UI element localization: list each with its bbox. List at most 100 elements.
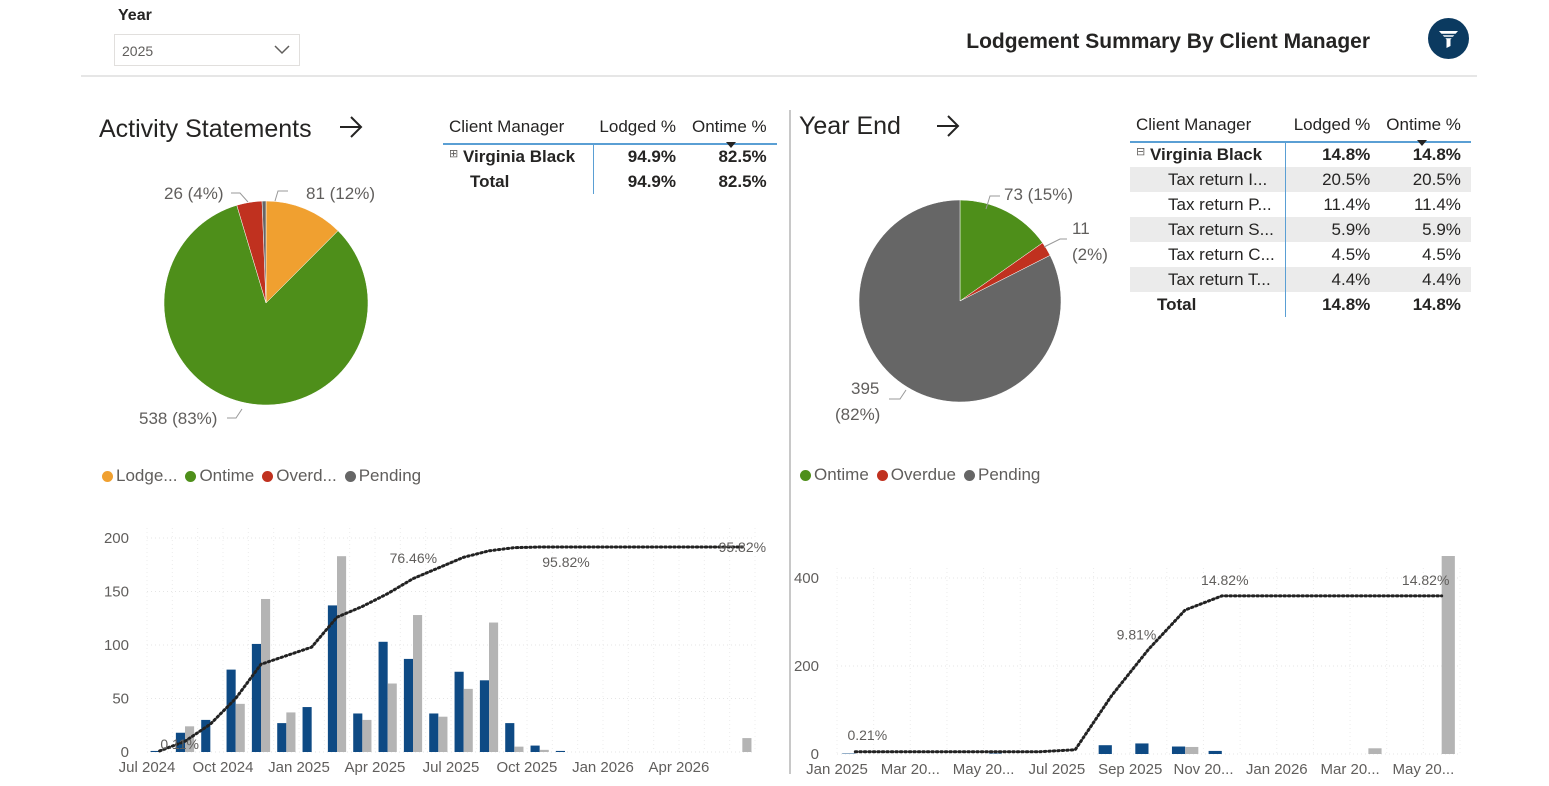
legend-item-pending[interactable]: Pending — [964, 465, 1040, 485]
bar-series-2[interactable] — [235, 703, 245, 752]
bar-series-2[interactable] — [463, 688, 473, 752]
table-row[interactable]: Tax return P... 11.4% 11.4% — [1130, 192, 1471, 217]
legend-item-ontime[interactable]: Ontime — [185, 466, 254, 486]
bar-series-1[interactable] — [277, 723, 287, 752]
bar-series-1[interactable] — [403, 658, 413, 752]
bar-series-1[interactable] — [479, 680, 489, 752]
bar-series-1[interactable] — [454, 671, 464, 752]
column-header-lodged[interactable]: Lodged % — [1293, 115, 1371, 134]
section-divider — [789, 110, 791, 774]
y-tick-label: 50 — [112, 691, 129, 708]
activity-drillthrough-arrow-icon[interactable] — [338, 115, 364, 139]
legend-item-ontime[interactable]: Ontime — [800, 465, 869, 485]
table-row[interactable]: ⊟ Virginia Black 14.8% 14.8% — [1130, 142, 1471, 167]
collapse-icon[interactable]: ⊟ — [1136, 146, 1146, 158]
leader-line — [227, 408, 243, 419]
bar-series-1[interactable] — [327, 605, 337, 752]
bar-series-1[interactable] — [201, 719, 211, 752]
line-data-label: 9.81% — [1117, 626, 1157, 642]
sort-descending-icon — [1416, 140, 1427, 146]
legend-item-lodged[interactable]: Lodge... — [102, 466, 177, 486]
bar-series-2[interactable] — [337, 556, 347, 752]
line-data-label: 95.82% — [719, 539, 766, 555]
year-dropdown[interactable]: 2025 — [114, 34, 300, 66]
bar-series-1[interactable] — [251, 643, 261, 752]
bar-series-2[interactable] — [261, 598, 271, 752]
filter-button[interactable] — [1428, 18, 1469, 59]
column-header-lodged[interactable]: Lodged % — [599, 117, 676, 136]
pie-slice-pending[interactable] — [858, 199, 1062, 403]
bar-series-2[interactable] — [514, 746, 524, 752]
x-tick-label: May 20... — [1393, 761, 1455, 778]
bar-series-1[interactable] — [1098, 745, 1112, 754]
bar-series-2[interactable] — [1441, 556, 1455, 754]
total-label: Total — [443, 169, 594, 194]
table-row[interactable]: ⊞ Virginia Black 94.9% 82.5% — [443, 144, 777, 169]
bar-series-2[interactable] — [742, 738, 752, 752]
bar-series-2[interactable] — [413, 615, 423, 752]
bar-series-1[interactable] — [353, 713, 363, 752]
x-tick-label: Jan 2025 — [268, 759, 330, 776]
bar-series-2[interactable] — [1185, 746, 1199, 754]
bar-series-1[interactable] — [378, 641, 388, 752]
bar-series-1[interactable] — [1171, 746, 1186, 754]
legend-dot — [262, 470, 274, 482]
activity-legend: Lodge... Ontime Overd... Pending — [102, 466, 421, 486]
bar-series-2[interactable] — [539, 749, 549, 752]
bar-series-2[interactable] — [286, 712, 296, 752]
legend-item-overdue[interactable]: Overdue — [876, 465, 956, 485]
table-row[interactable]: Tax return C... 4.5% 4.5% — [1130, 242, 1471, 267]
column-header-client-manager[interactable]: Client Manager — [449, 117, 565, 136]
x-tick-label: Jan 2026 — [572, 759, 634, 776]
activity-statements-title: Activity Statements — [99, 115, 312, 143]
x-tick-label: May 20... — [953, 761, 1015, 778]
cumulative-line[interactable] — [158, 545, 744, 753]
bar-series-1[interactable] — [505, 723, 515, 752]
table-row[interactable]: Tax return I... 20.5% 20.5% — [1130, 167, 1471, 192]
pie-slice-pending[interactable] — [261, 200, 267, 304]
column-header-ontime[interactable]: Ontime % — [686, 117, 777, 148]
bar-series-1[interactable] — [429, 713, 439, 752]
bar-series-1[interactable] — [226, 669, 236, 752]
bar-series-1[interactable] — [555, 750, 565, 752]
column-header-client-manager[interactable]: Client Manager — [1136, 115, 1252, 134]
pie-slice-ontime[interactable] — [163, 204, 369, 406]
bar-series-1[interactable] — [302, 707, 312, 752]
pie-slice-ontime[interactable] — [959, 199, 1043, 302]
year-end-drillthrough-arrow-icon[interactable] — [935, 114, 961, 138]
legend-item-overdue[interactable]: Overd... — [262, 466, 337, 486]
legend-item-pending[interactable]: Pending — [344, 466, 421, 486]
pie-slice-lodged[interactable] — [265, 200, 339, 304]
bar-series-2[interactable] — [489, 622, 499, 752]
table-header-row: Client Manager Lodged % Ontime % — [443, 117, 777, 148]
bar-series-2[interactable] — [438, 716, 448, 752]
legend-dot — [876, 469, 888, 481]
line-data-label: 0.21% — [847, 727, 887, 743]
y-tick-label: 100 — [104, 637, 129, 654]
pie-label-overdue-count: 11 — [1072, 219, 1090, 238]
cumulative-line[interactable] — [853, 594, 1444, 754]
bar-series-2[interactable] — [387, 683, 397, 752]
bar-series-2[interactable] — [362, 719, 372, 752]
column-header-ontime[interactable]: Ontime % — [1380, 115, 1471, 146]
bar-series-1[interactable] — [150, 750, 160, 752]
job-type-name: Tax return S... — [1130, 217, 1286, 242]
table-total-row: Total 14.8% 14.8% — [1130, 292, 1471, 317]
legend-dot — [964, 469, 975, 481]
table-row[interactable]: Tax return T... 4.4% 4.4% — [1130, 267, 1471, 292]
leader-line — [985, 195, 1000, 210]
total-ontime-value: 14.8% — [1412, 294, 1461, 314]
ontime-value: 14.8% — [1412, 145, 1461, 164]
bar-series-1[interactable] — [1208, 750, 1222, 754]
job-type-name: Tax return C... — [1130, 242, 1286, 267]
bar-series-2[interactable] — [1368, 748, 1382, 754]
leader-line — [274, 190, 288, 202]
job-type-name: Tax return I... — [1130, 167, 1286, 192]
table-row[interactable]: Tax return S... 5.9% 5.9% — [1130, 217, 1471, 242]
bar-series-1[interactable] — [530, 745, 540, 752]
leader-line — [231, 192, 249, 203]
bar-series-1[interactable] — [1135, 743, 1149, 754]
line-data-label: 95.82% — [542, 554, 589, 570]
pie-label-overdue: 26 (4%) — [164, 184, 224, 203]
expand-icon[interactable]: ⊞ — [449, 148, 459, 160]
